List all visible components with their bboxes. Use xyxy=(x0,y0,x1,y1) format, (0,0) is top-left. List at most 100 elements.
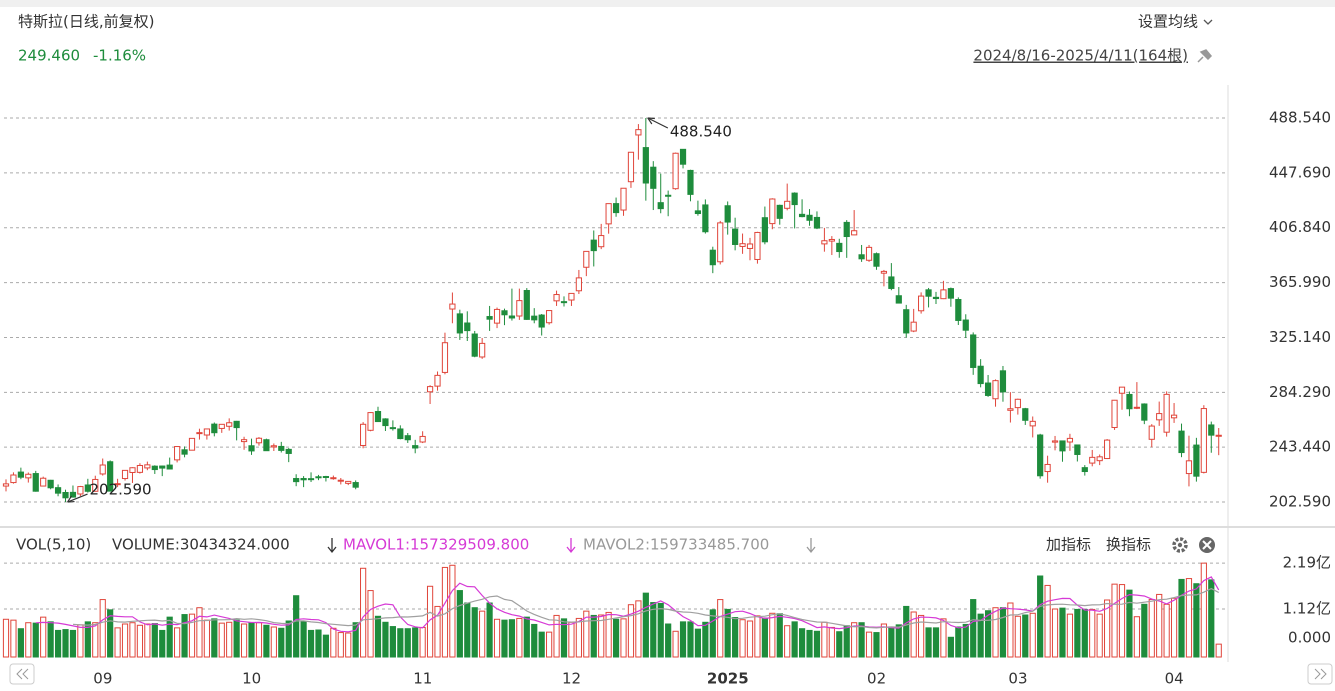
candle-body xyxy=(702,204,709,233)
candle-body xyxy=(1022,408,1029,421)
close-icon[interactable] xyxy=(1199,537,1215,553)
candle-body xyxy=(47,479,54,489)
candle-body xyxy=(546,310,553,324)
candle-body xyxy=(25,473,32,479)
switch-indicator[interactable]: 换指标 xyxy=(1106,536,1151,554)
volume-bar xyxy=(203,619,210,658)
candle-body xyxy=(1126,393,1133,410)
y-tick-label: 202.590 xyxy=(1269,493,1331,511)
candle-body xyxy=(642,147,649,184)
candle-body xyxy=(315,476,322,479)
volume-bar xyxy=(360,567,367,658)
last-price: 249.460 xyxy=(18,47,80,65)
candle-body xyxy=(531,315,538,321)
candle-body xyxy=(1096,456,1103,462)
candle-body xyxy=(1014,398,1021,409)
volume-bar xyxy=(798,628,806,658)
volume-bar xyxy=(791,621,798,658)
candle-body xyxy=(828,238,835,242)
candle-body xyxy=(1215,434,1222,437)
candle-body xyxy=(471,333,478,357)
candle-body xyxy=(746,243,754,249)
candle-body xyxy=(263,439,270,452)
candle-body xyxy=(144,464,151,469)
candle-body xyxy=(17,471,24,478)
candle-body xyxy=(784,200,791,209)
volume-bar xyxy=(1126,589,1133,658)
candle-body xyxy=(255,437,263,444)
candle-body xyxy=(940,289,947,300)
volume-bar xyxy=(1133,616,1140,658)
volume-bar xyxy=(464,602,471,658)
candle-body xyxy=(114,483,121,486)
arrow-icon xyxy=(566,538,576,554)
candle-body xyxy=(92,478,99,492)
volume-bar xyxy=(679,621,687,658)
volume-bar xyxy=(828,626,835,658)
volume-bar xyxy=(337,632,344,658)
volume-bar xyxy=(144,623,151,658)
volume-bar xyxy=(932,627,940,658)
settings-icon[interactable] xyxy=(1172,537,1188,553)
volume-bar xyxy=(1074,608,1081,658)
candle-body xyxy=(69,491,77,498)
date-range[interactable]: 2024/8/16-2025/4/11(164根) xyxy=(973,47,1188,65)
volume-bar xyxy=(248,622,255,658)
volume-bar xyxy=(1170,597,1178,658)
candle-body xyxy=(1111,399,1118,428)
volume-bar xyxy=(300,621,307,658)
candle-body xyxy=(553,294,560,302)
volume-bar xyxy=(687,621,694,658)
pin-icon[interactable] xyxy=(1197,49,1213,63)
volume-bar xyxy=(1066,613,1074,658)
volume-bar xyxy=(769,612,776,658)
scroll-right[interactable] xyxy=(1307,663,1333,685)
volume-bar xyxy=(612,618,620,658)
candle-body xyxy=(918,295,925,312)
volume-bar xyxy=(508,619,516,658)
volume-bar xyxy=(732,617,739,658)
candle-body xyxy=(947,288,954,299)
volume-bar xyxy=(702,621,709,658)
annotation-arrow xyxy=(67,493,88,503)
volume-bar xyxy=(590,614,597,658)
candle-body xyxy=(635,129,642,136)
candle-body xyxy=(1104,439,1111,460)
candle-body xyxy=(240,439,248,443)
candle-body xyxy=(166,464,173,470)
volume-bar xyxy=(516,617,523,658)
candle-body xyxy=(203,428,210,436)
volume-bar xyxy=(1118,584,1126,658)
volume-bar xyxy=(546,631,553,658)
volume-bar xyxy=(166,616,173,658)
candle-body xyxy=(694,210,702,215)
candle-body xyxy=(895,295,902,304)
volume-bar xyxy=(560,618,568,658)
volume-bar xyxy=(962,623,969,658)
candle-body xyxy=(836,242,843,253)
candle-body xyxy=(99,464,106,475)
add-indicator[interactable]: 加指标 xyxy=(1046,536,1091,554)
ma-chevron[interactable] xyxy=(1203,19,1213,25)
candle-body xyxy=(136,464,144,473)
candle-body xyxy=(523,289,530,320)
volume-bar xyxy=(665,623,672,658)
volume-bar xyxy=(717,599,724,658)
volume-bar xyxy=(776,613,783,658)
candle-body xyxy=(709,249,716,266)
volume-bar xyxy=(419,626,426,658)
candle-body xyxy=(598,235,605,248)
candle-body xyxy=(516,300,523,317)
volume-bar xyxy=(865,631,873,658)
candle-body xyxy=(464,322,471,332)
volume-bar xyxy=(307,629,315,658)
candle-body xyxy=(77,486,84,495)
ma-setting[interactable]: 设置均线 xyxy=(1138,13,1198,31)
volume-bar xyxy=(813,630,821,658)
candle-body xyxy=(880,270,888,274)
scroll-left[interactable] xyxy=(9,663,35,685)
x-tick-label: 03 xyxy=(1008,670,1027,688)
volume-bar xyxy=(293,595,300,658)
volume-bar xyxy=(858,622,865,658)
volume-bar xyxy=(784,625,791,658)
